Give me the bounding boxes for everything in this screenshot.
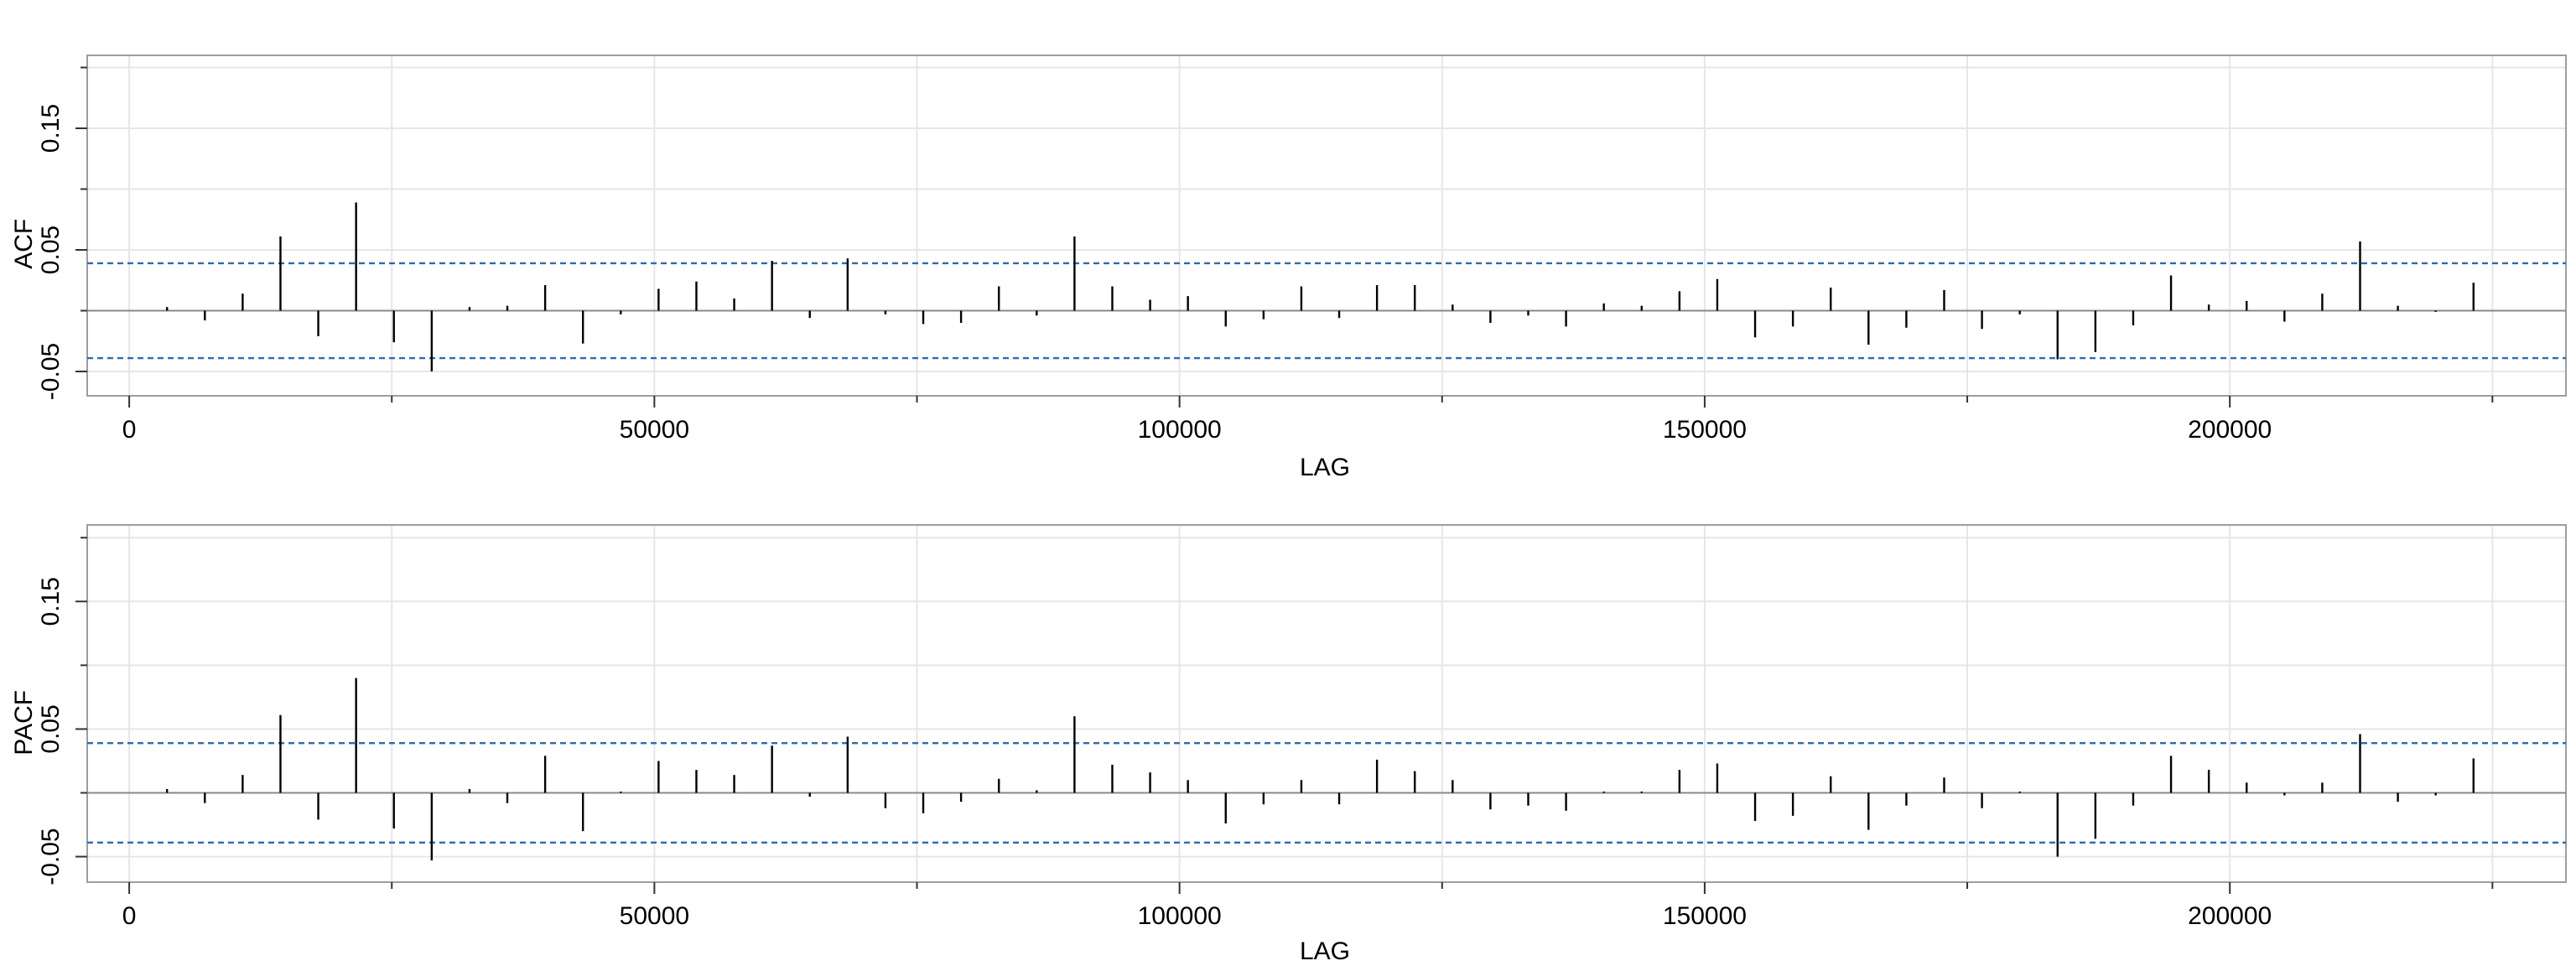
plot-frame — [86, 55, 2567, 397]
x-axis-title: LAG — [1300, 454, 1350, 481]
y-axis-title: ACF — [10, 219, 38, 269]
x-tick-label: 150000 — [1663, 902, 1747, 930]
acf-panel: 0 50000 100000 150000 200000 -0.05 0.05 0.15 LAG… — [10, 55, 2567, 481]
plot-frame — [86, 524, 2567, 883]
x-tick-label: 200000 — [2188, 902, 2272, 930]
x-axis-title: LAG — [1300, 937, 1350, 965]
x-tick-label: 50000 — [620, 902, 689, 930]
pacf-panel: 0 50000 100000 150000 200000 -0.05 0.05 0.15 LAG… — [10, 524, 2567, 965]
y-tick-label: 0.05 — [37, 704, 65, 753]
x-tick-label: 150000 — [1663, 416, 1747, 444]
y-tick-label: -0.05 — [37, 343, 65, 400]
y-tick-label: 0.15 — [37, 577, 65, 626]
y-axis-title: PACF — [10, 690, 38, 756]
x-tick-label: 50000 — [620, 416, 689, 444]
x-tick-label: 100000 — [1138, 902, 1222, 930]
y-tick-label: 0.15 — [37, 104, 65, 153]
x-tick-label: 0 — [122, 902, 137, 930]
x-tick-label: 100000 — [1138, 416, 1222, 444]
x-tick-label: 200000 — [2188, 416, 2272, 444]
y-tick-label: 0.05 — [37, 226, 65, 274]
y-tick-label: -0.05 — [37, 828, 65, 885]
x-tick-label: 0 — [122, 416, 137, 444]
